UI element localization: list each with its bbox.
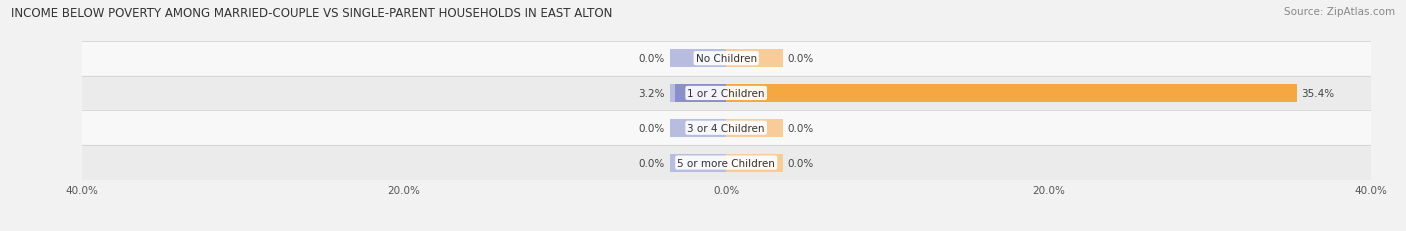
Text: 0.0%: 0.0%	[787, 158, 814, 168]
Text: INCOME BELOW POVERTY AMONG MARRIED-COUPLE VS SINGLE-PARENT HOUSEHOLDS IN EAST AL: INCOME BELOW POVERTY AMONG MARRIED-COUPL…	[11, 7, 613, 20]
Bar	[725, 50, 783, 68]
Text: 5 or more Children: 5 or more Children	[678, 158, 775, 168]
Bar	[669, 154, 725, 172]
Bar	[82, 111, 1371, 146]
Text: 3 or 4 Children: 3 or 4 Children	[688, 123, 765, 133]
Bar	[725, 85, 1296, 103]
Text: 35.4%: 35.4%	[1302, 88, 1334, 99]
Text: 0.0%: 0.0%	[638, 54, 665, 64]
Bar	[669, 50, 725, 68]
Text: 0.0%: 0.0%	[787, 123, 814, 133]
Text: Source: ZipAtlas.com: Source: ZipAtlas.com	[1284, 7, 1395, 17]
Text: 0.0%: 0.0%	[787, 54, 814, 64]
Bar	[82, 76, 1371, 111]
Text: 0.0%: 0.0%	[638, 158, 665, 168]
Bar	[669, 85, 725, 103]
Bar	[82, 42, 1371, 76]
Bar	[725, 119, 783, 137]
Text: 1 or 2 Children: 1 or 2 Children	[688, 88, 765, 99]
Text: 0.0%: 0.0%	[638, 123, 665, 133]
Bar	[669, 119, 725, 137]
Bar	[725, 85, 1296, 103]
Text: 3.2%: 3.2%	[638, 88, 665, 99]
Bar	[725, 154, 783, 172]
Bar	[675, 85, 725, 103]
Bar	[82, 146, 1371, 180]
Text: No Children: No Children	[696, 54, 756, 64]
